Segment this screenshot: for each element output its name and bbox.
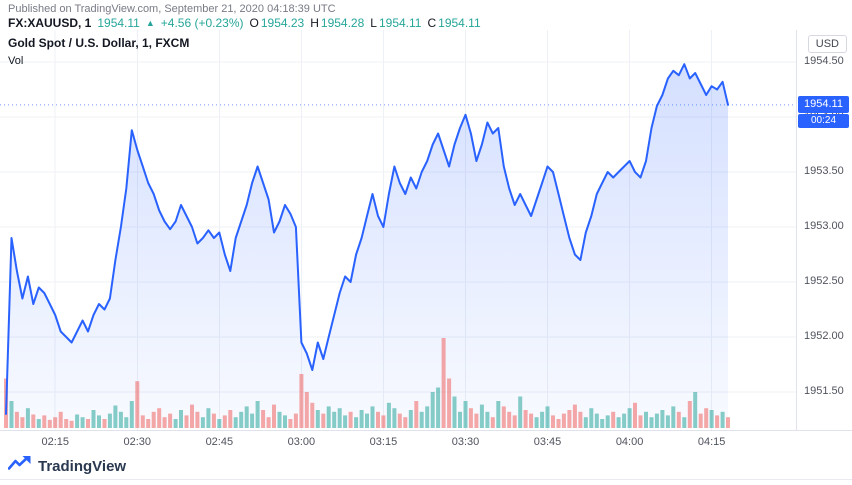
time-tick-label: 02:45 [205, 436, 234, 448]
time-tick-label: 03:15 [369, 436, 398, 448]
chart-legend: Gold Spot / U.S. Dollar, 1, FXCM Vol [8, 36, 189, 67]
bar-countdown-badge: 00:24 [798, 113, 849, 128]
last-price-value: 1954.11 [97, 16, 140, 30]
time-tick-label: 03:45 [533, 436, 562, 448]
time-tick-label: 04:15 [697, 436, 726, 448]
open-label: O [249, 16, 259, 30]
chart-legend-title[interactable]: Gold Spot / U.S. Dollar, 1, FXCM [8, 36, 190, 50]
price-tick-label: 1951.50 [804, 385, 844, 397]
tradingview-logo-icon[interactable] [7, 455, 32, 477]
price-change-value: +4.56 (+0.23%) [160, 16, 244, 30]
tradingview-wordmark[interactable]: TradingView [38, 457, 127, 475]
close-value: 1954.11 [438, 16, 481, 30]
last-price-badge: 1954.11 [798, 95, 849, 113]
time-tick-label: 03:30 [451, 436, 480, 448]
high-value: 1954.28 [320, 16, 365, 30]
low-label: L [370, 16, 377, 30]
tradingview-logo-svg [7, 456, 31, 470]
symbol-name[interactable]: FX:XAUUSD, 1 [8, 16, 92, 30]
footer: TradingView [7, 455, 127, 477]
volume-legend-label[interactable]: Vol [8, 55, 24, 67]
price-tick-label: 1953.00 [804, 220, 844, 232]
symbol-statusline: FX:XAUUSD, 1 1954.11 ▲ +4.56 (+0.23%) O … [8, 16, 481, 30]
close-label: C [427, 16, 437, 30]
time-tick-label: 02:30 [123, 436, 152, 448]
open-value: 1954.23 [260, 16, 305, 30]
currency-label[interactable]: USD [807, 35, 847, 53]
high-label: H [310, 16, 319, 30]
up-arrow-icon: ▲ [145, 18, 155, 28]
low-value: 1954.11 [378, 16, 422, 30]
time-tick-label: 03:00 [287, 436, 316, 448]
price-tick-label: 1954.50 [804, 55, 844, 67]
time-tick-label: 04:00 [615, 436, 644, 448]
open-pair: O 1954.23 [250, 16, 305, 30]
published-caption: Published on TradingView.com, September … [8, 3, 336, 15]
low-pair: L 1954.11 [370, 16, 421, 30]
high-pair: H 1954.28 [310, 16, 364, 30]
price-tick-label: 1952.00 [804, 330, 844, 342]
close-pair: C 1954.11 [427, 16, 480, 30]
bottom-divider [0, 479, 852, 480]
time-axis[interactable]: 02:15 02:30 02:45 03:00 03:15 03:30 03:45 04:00… [0, 430, 852, 453]
price-tick-label: 1952.50 [804, 275, 844, 287]
price-axis[interactable]: USD 1954.11 00:24 1951.50 1952.00 1952.50 1… [796, 30, 852, 430]
price-tick-label: 1953.50 [804, 165, 844, 177]
time-tick-label: 02:15 [41, 436, 69, 448]
